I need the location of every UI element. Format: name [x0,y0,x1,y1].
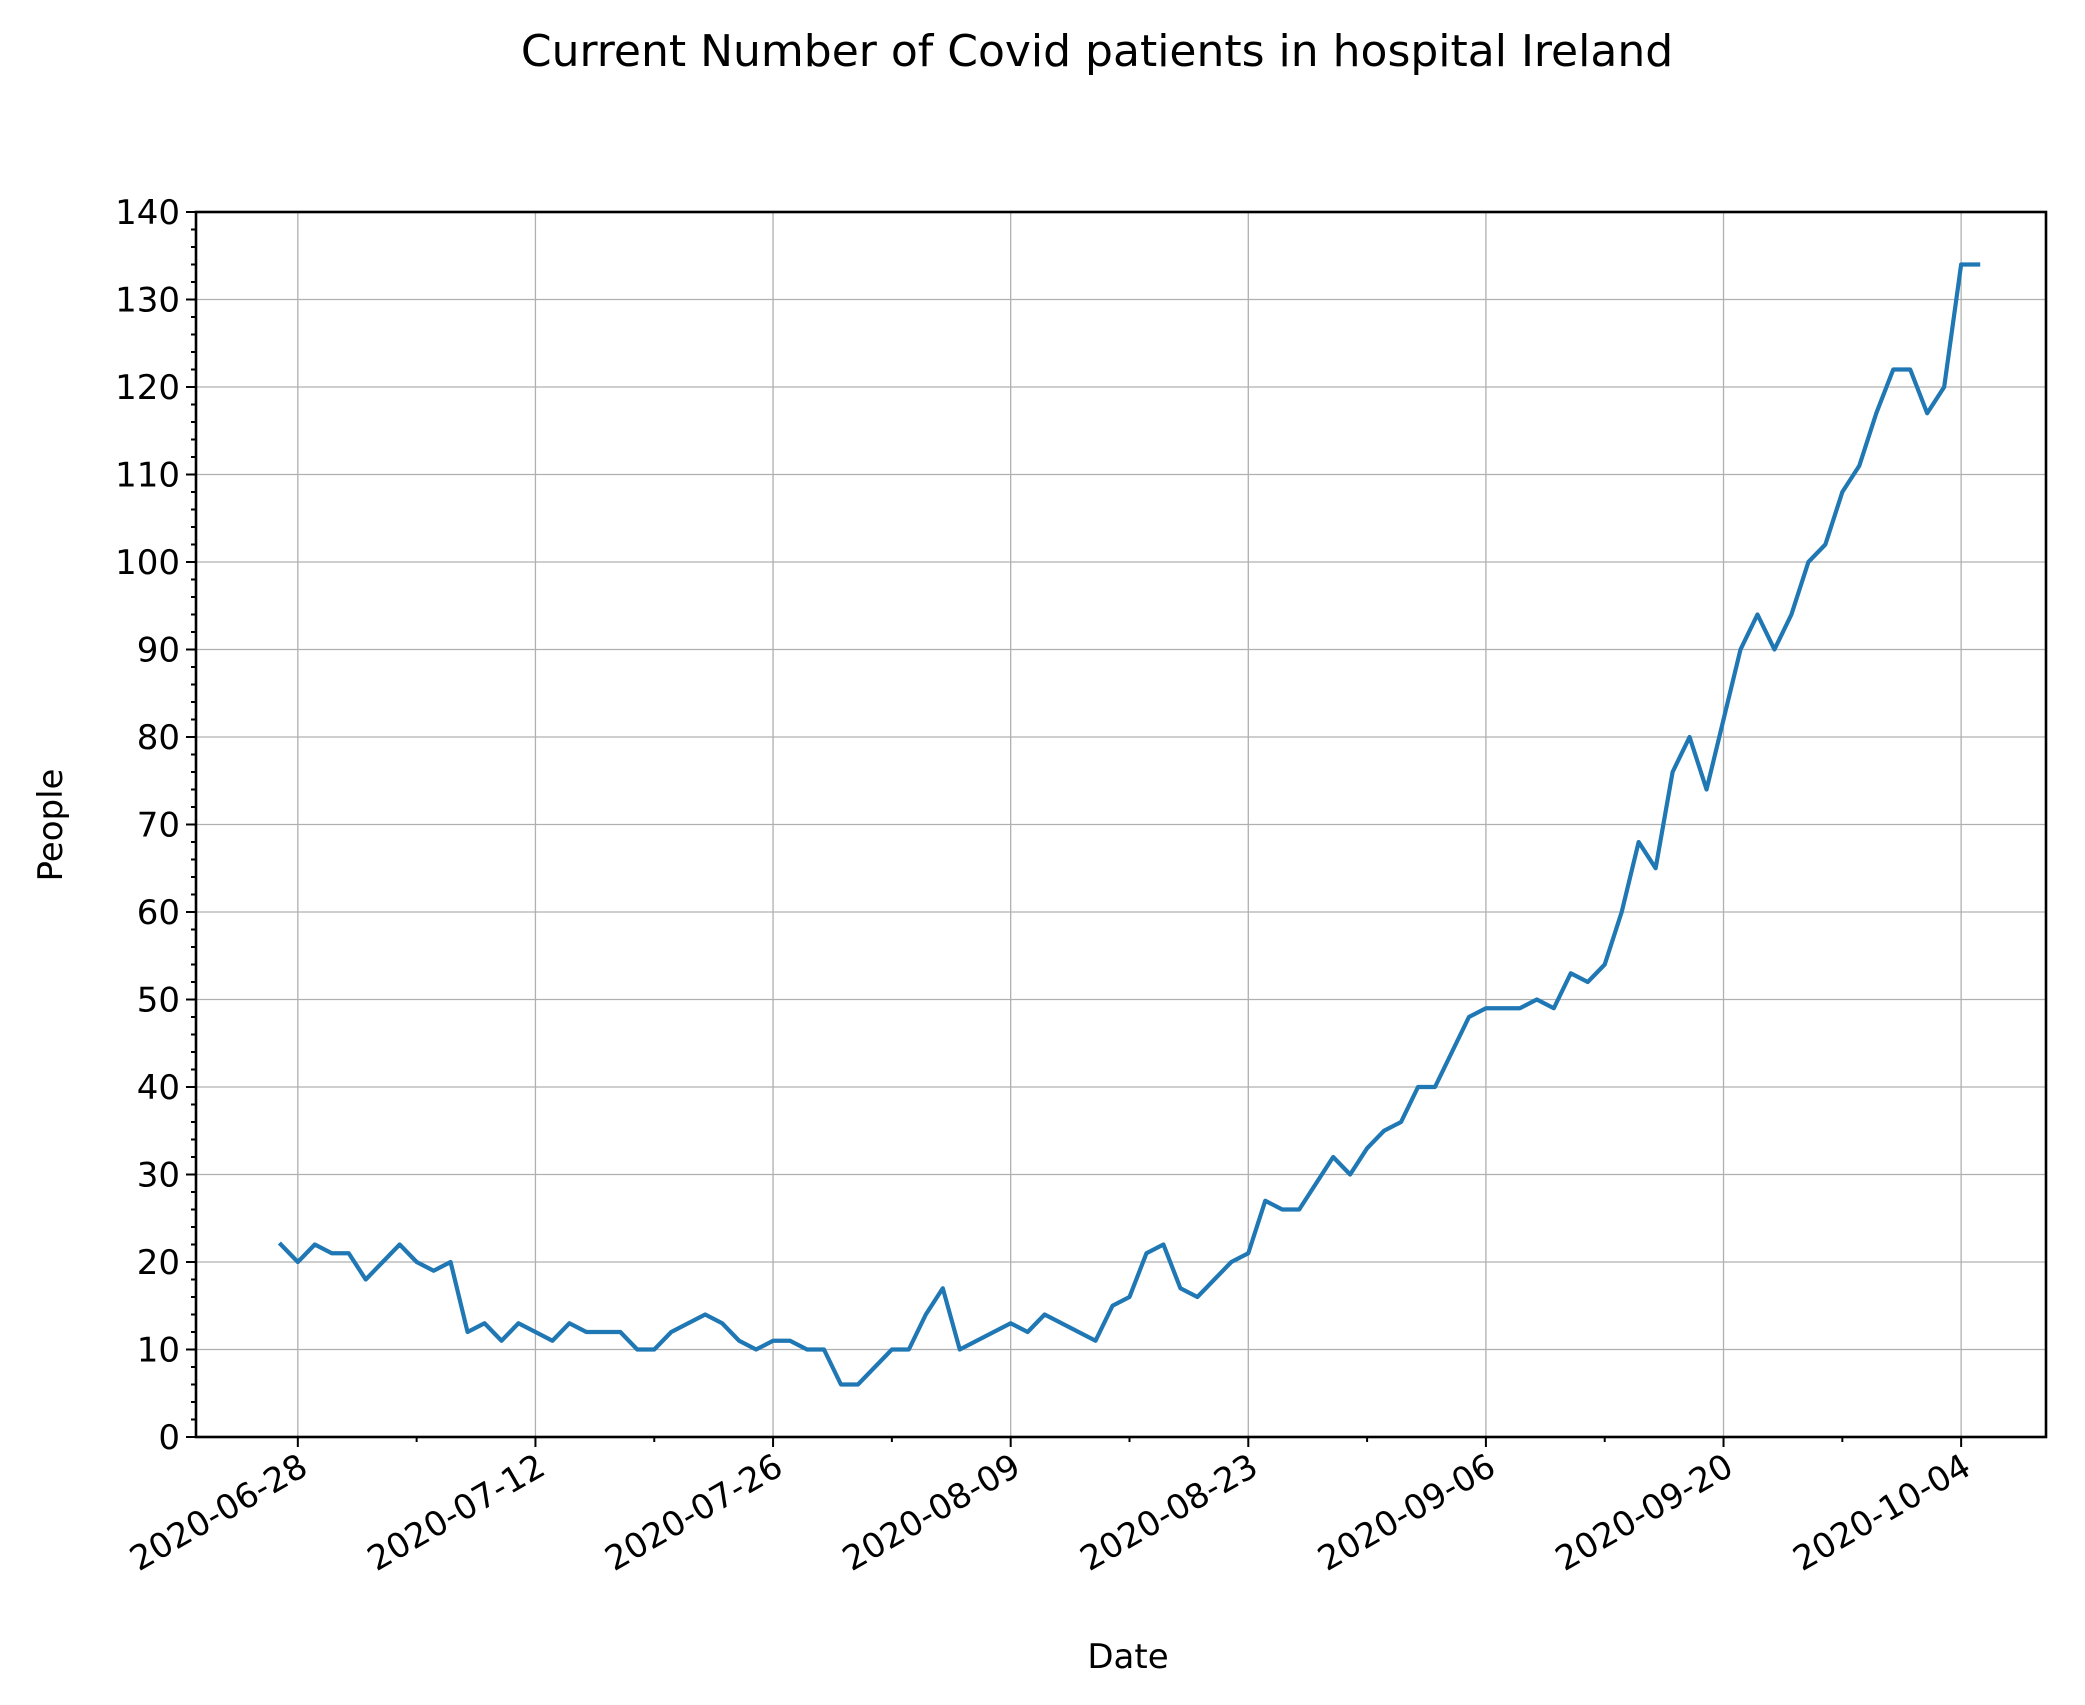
y-tick-label: 130 [115,281,180,321]
plot-frame [194,210,2048,1439]
y-tick-label: 140 [115,193,180,233]
y-tick-label: 60 [137,893,180,933]
y-axis: 0 10 20 30 40 50 60 70 80 90 100 110 120 130 140 [115,193,196,1458]
y-axis-title: People [31,769,71,882]
y-tick-label: 120 [115,368,180,408]
x-tick-label: 2020-08-09 [836,1446,1027,1579]
x-axis-title: Date [1087,1637,1168,1677]
y-tick-label: 110 [115,456,180,496]
x-tick-label: 2020-07-26 [598,1446,789,1579]
y-tick-label: 90 [137,631,180,671]
x-tick-label: 2020-09-20 [1549,1446,1740,1579]
x-tick-label: 2020-09-06 [1311,1446,1502,1579]
y-tick-label: 30 [137,1156,180,1196]
y-tick-label: 50 [137,981,180,1021]
x-tick-label: 2020-10-04 [1787,1446,1978,1579]
y-tick-label: 20 [137,1243,180,1283]
y-tick-label: 0 [158,1418,180,1458]
y-tick-label: 100 [115,543,180,583]
x-axis: 2020-06-28 2020-07-12 2020-07-26 2020-08-09… [123,1437,1978,1580]
series-group [277,262,1981,1387]
chart-title: Current Number of Covid patients in hosp… [521,26,1673,77]
y-tick-label: 40 [137,1068,180,1108]
x-tick-label: 2020-07-12 [361,1446,552,1579]
y-tick-label: 10 [137,1331,180,1371]
x-tick-label: 2020-06-28 [123,1446,314,1579]
series-line-0 [277,262,1981,1387]
grid [196,211,2046,1438]
y-tick-label: 80 [137,718,180,758]
y-tick-label: 70 [137,806,180,846]
x-tick-label: 2020-08-23 [1074,1446,1265,1579]
